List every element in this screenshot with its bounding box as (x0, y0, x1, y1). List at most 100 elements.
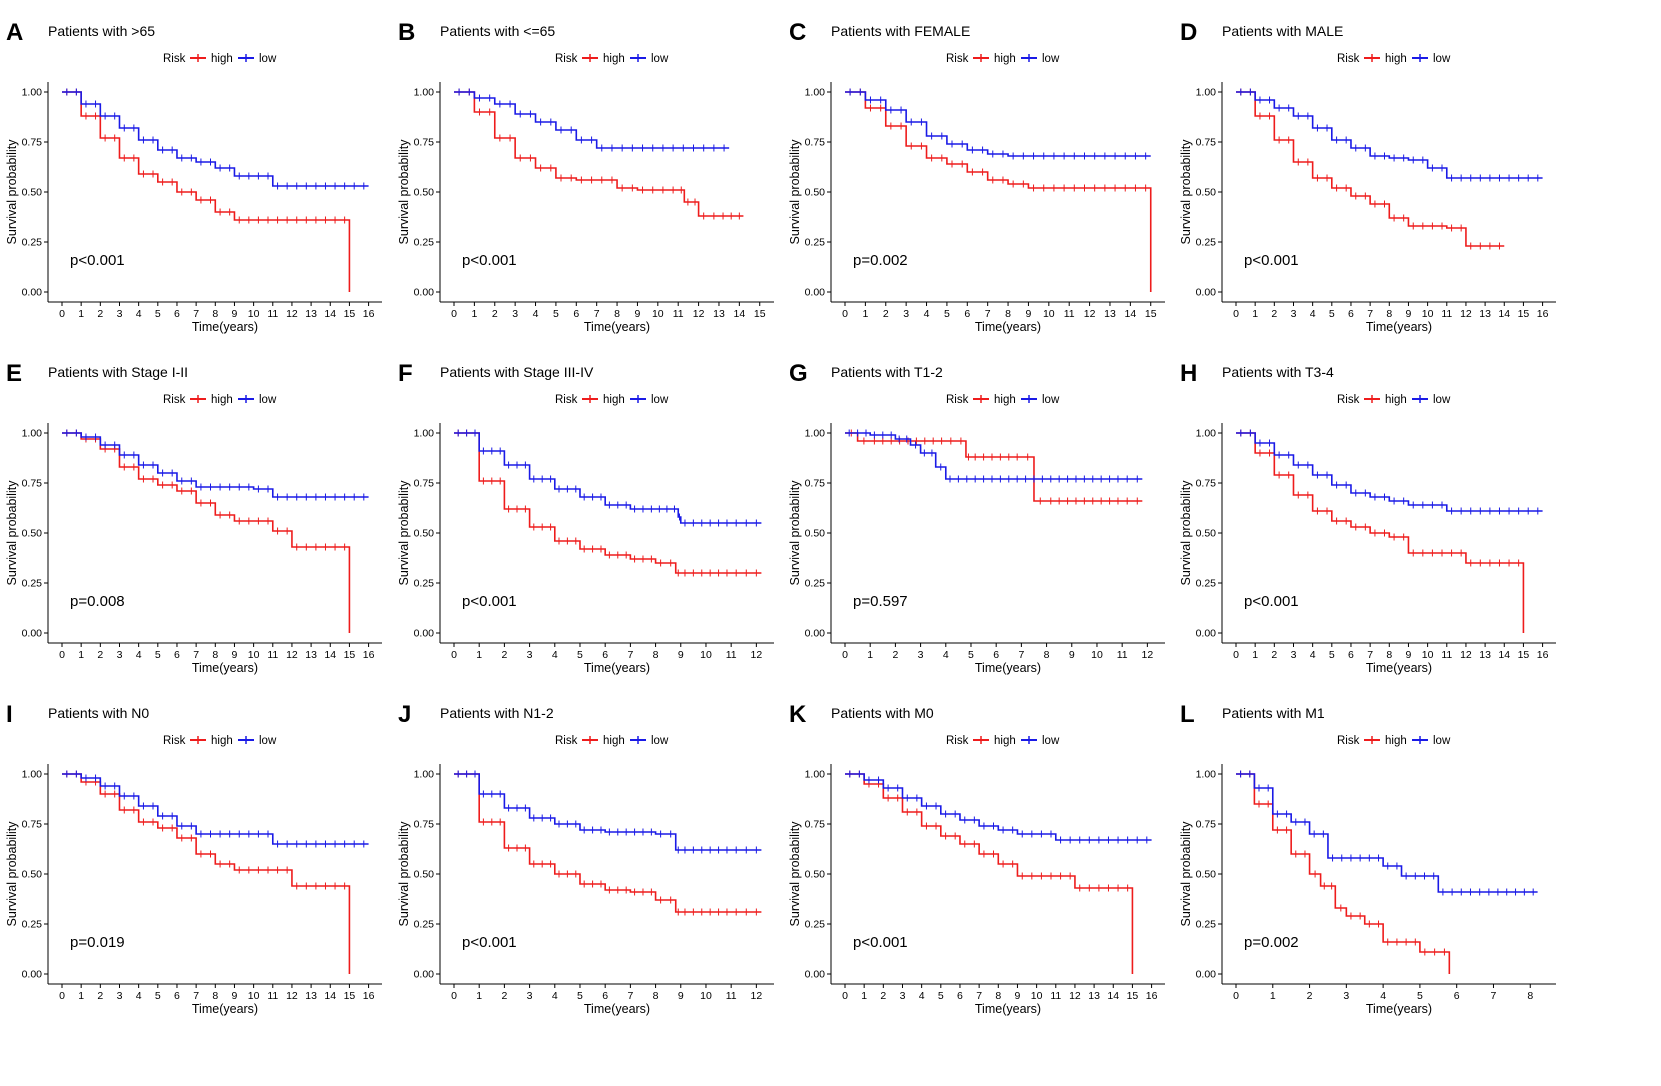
censor-marks-low (457, 770, 757, 854)
y-tick-label: 0.50 (805, 869, 826, 881)
x-tick-label: 12 (751, 990, 763, 1002)
y-tick-label: 0.50 (22, 528, 43, 540)
x-tick-label: 6 (174, 308, 180, 320)
legend-title: Risk (555, 53, 578, 65)
x-tick-label: 16 (1537, 649, 1549, 661)
x-tick-label: 16 (363, 649, 375, 661)
y-axis-label: Survival probability (1179, 821, 1193, 927)
x-tick-label: 6 (1348, 649, 1354, 661)
y-tick-label: 1.00 (22, 87, 43, 99)
x-tick-label: 16 (1146, 990, 1158, 1002)
x-tick-label: 1 (476, 990, 482, 1002)
panel-title: Patients with >65 (48, 23, 155, 39)
y-tick-label: 0.75 (1196, 137, 1217, 149)
x-tick-label: 0 (451, 990, 457, 1002)
legend-title: Risk (946, 53, 969, 65)
panel-title: Patients with MALE (1222, 23, 1343, 39)
y-tick-label: 0.75 (414, 819, 435, 831)
legend-high-label: high (994, 735, 1016, 747)
y-tick-label: 0.50 (22, 187, 43, 199)
x-tick-label: 3 (117, 308, 123, 320)
survival-curve-high (1236, 432, 1525, 633)
x-tick-label: 3 (900, 990, 906, 1002)
x-tick-label: 13 (1479, 308, 1491, 320)
y-tick-label: 0.00 (805, 628, 826, 640)
x-tick-label: 13 (305, 990, 317, 1002)
panel-label: E (6, 360, 22, 387)
survival-curve-high (62, 432, 351, 633)
y-tick-label: 0.25 (414, 919, 435, 931)
x-tick-label: 2 (892, 649, 898, 661)
panel-title: Patients with Stage III-IV (440, 364, 594, 380)
x-tick-label: 10 (1422, 649, 1434, 661)
y-tick-label: 1.00 (1196, 769, 1217, 781)
x-tick-label: 3 (527, 990, 533, 1002)
y-axis-label: Survival probability (788, 139, 802, 245)
x-tick-label: 0 (451, 308, 457, 320)
panel-label: K (789, 701, 807, 728)
x-axis-label: Time(years) (975, 661, 1041, 675)
survival-curve-high (845, 432, 1143, 502)
censor-marks-high (849, 88, 1147, 192)
y-tick-label: 0.00 (805, 969, 826, 981)
legend-high-label: high (603, 735, 625, 747)
x-tick-label: 13 (713, 308, 725, 320)
censor-marks-high (457, 429, 757, 577)
x-tick-label: 10 (700, 990, 712, 1002)
legend: Risk high low (1337, 735, 1451, 747)
x-tick-label: 2 (501, 990, 507, 1002)
x-tick-label: 9 (232, 308, 238, 320)
y-tick-label: 0.00 (22, 628, 43, 640)
x-tick-label: 1 (476, 649, 482, 661)
km-plot-svg: F Patients with Stage III-IV Risk high low 0.… (397, 360, 774, 675)
x-tick-label: 5 (155, 308, 161, 320)
legend-low-label: low (259, 53, 277, 65)
x-tick-label: 9 (1406, 649, 1412, 661)
p-value: p<0.001 (462, 934, 517, 951)
legend: Risk high low (555, 394, 669, 406)
km-panel-a: A Patients with >65 Risk high low 0.00 0.25 0.5… (0, 0, 415, 362)
x-axis-label: Time(years) (584, 320, 650, 334)
x-tick-label: 1 (1270, 990, 1276, 1002)
survival-curve-low (454, 773, 762, 851)
x-tick-label: 15 (1127, 990, 1139, 1002)
x-tick-label: 12 (751, 649, 763, 661)
km-panel-k: K Patients with M0 Risk high low 0.00 0.25 0.50… (783, 682, 1198, 1044)
legend-title: Risk (163, 53, 186, 65)
legend-low-label: low (1433, 53, 1451, 65)
x-tick-label: 9 (1026, 308, 1032, 320)
panel-title: Patients with M1 (1222, 705, 1325, 721)
x-tick-label: 0 (842, 990, 848, 1002)
x-tick-label: 4 (943, 649, 949, 661)
y-axis-label: Survival probability (5, 139, 19, 245)
censor-marks-high (1240, 770, 1445, 956)
x-axis-label: Time(years) (584, 1002, 650, 1016)
x-tick-label: 11 (1441, 308, 1452, 320)
panel-title: Patients with T3-4 (1222, 364, 1334, 380)
y-tick-label: 0.00 (22, 969, 43, 981)
panel-title: Patients with Stage I-II (48, 364, 188, 380)
x-tick-label: 3 (117, 649, 123, 661)
x-tick-label: 2 (883, 308, 889, 320)
survival-curve-low (1236, 91, 1543, 179)
x-tick-label: 16 (363, 308, 375, 320)
censor-marks-high (457, 770, 757, 916)
panel-title: Patients with FEMALE (831, 23, 970, 39)
legend-low-label: low (1433, 735, 1451, 747)
y-tick-label: 0.75 (22, 819, 43, 831)
x-tick-label: 7 (1367, 649, 1373, 661)
x-tick-label: 5 (155, 649, 161, 661)
x-tick-label: 1 (471, 308, 477, 320)
legend-high-label: high (603, 53, 625, 65)
y-tick-label: 0.25 (805, 919, 826, 931)
panel-title: Patients with N1-2 (440, 705, 554, 721)
x-tick-label: 4 (1310, 649, 1316, 661)
x-tick-label: 13 (1088, 990, 1100, 1002)
legend-title: Risk (555, 735, 578, 747)
survival-curve-low (62, 773, 369, 845)
km-panel-d: D Patients with MALE Risk high low 0.00 0.25 0.… (1174, 0, 1589, 362)
x-tick-label: 7 (193, 308, 199, 320)
legend: Risk high low (1337, 394, 1451, 406)
x-tick-label: 0 (59, 649, 65, 661)
y-tick-label: 0.25 (414, 237, 435, 249)
